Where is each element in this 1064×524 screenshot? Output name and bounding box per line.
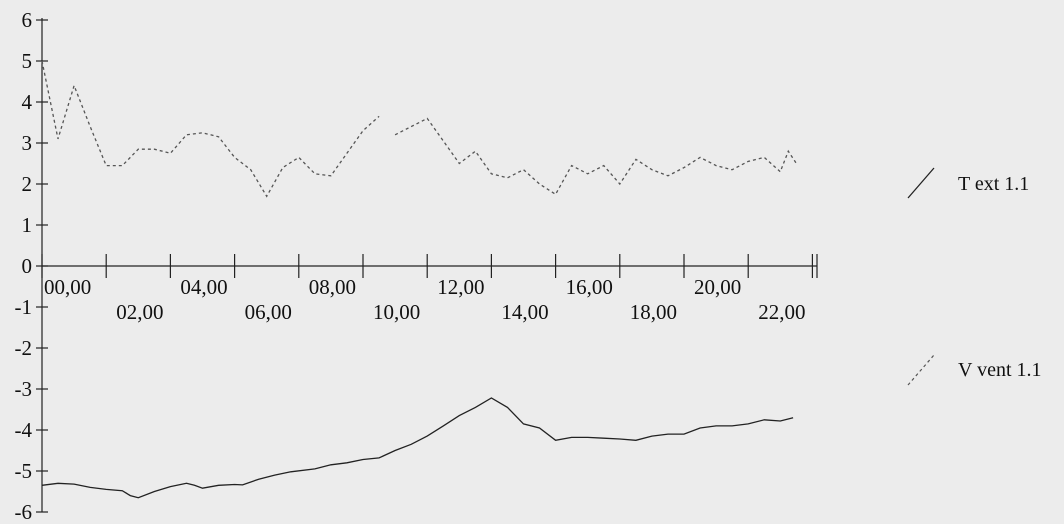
x-tick-label: 02,00 — [116, 300, 163, 324]
y-tick-label: -5 — [15, 459, 33, 483]
series-line-v-vent-1-1 — [394, 117, 797, 196]
y-tick-label: -6 — [15, 500, 33, 524]
y-tick-label: -2 — [15, 336, 33, 360]
series-line-v-vent-1-1 — [41, 60, 380, 198]
legend-label-v-vent: V vent 1.1 — [958, 359, 1042, 381]
x-tick-label: 20,00 — [694, 275, 741, 299]
series-layer — [41, 60, 797, 499]
y-axis: 6 5 4 3 2 1 0 -1 -2 -3 -4 -5 -6 — [15, 8, 48, 524]
legend-item-v-vent: V vent 1.1 — [907, 354, 1042, 386]
x-axis: 00,00 02,00 04,00 06,00 08,00 10,00 12,00 14,00… — [41, 254, 818, 324]
y-tick-label: 5 — [22, 49, 33, 73]
x-tick-label: 04,00 — [180, 275, 227, 299]
x-tick-label: 22,00 — [758, 300, 805, 324]
legend-swatch-v-vent — [907, 354, 935, 386]
y-tick-label: 3 — [22, 131, 33, 155]
y-tick-label: -3 — [15, 377, 33, 401]
x-tick-label: 10,00 — [373, 300, 420, 324]
x-tick-label: 00,00 — [44, 275, 91, 299]
y-axis-ticks: 6 5 4 3 2 1 0 -1 -2 -3 -4 -5 -6 — [15, 8, 48, 524]
y-tick-label: 1 — [22, 213, 33, 237]
x-tick-label: 12,00 — [437, 275, 484, 299]
x-axis-ticks: 00,00 02,00 04,00 06,00 08,00 10,00 12,00 14,00… — [41, 254, 818, 324]
x-tick-label: 08,00 — [309, 275, 356, 299]
x-tick-label: 18,00 — [630, 300, 677, 324]
x-tick-label: 06,00 — [245, 300, 292, 324]
y-tick-label: -1 — [15, 295, 33, 319]
legend-swatch-t-ext — [907, 167, 935, 199]
y-tick-label: 0 — [22, 254, 33, 278]
x-tick-label: 16,00 — [566, 275, 613, 299]
legend-item-t-ext: T ext 1.1 — [907, 167, 1029, 199]
x-tick-label: 14,00 — [501, 300, 548, 324]
series-line-t-ext-1-1 — [41, 397, 794, 499]
y-tick-label: 2 — [22, 172, 33, 196]
y-tick-label: 6 — [22, 8, 33, 32]
y-tick-label: 4 — [22, 90, 33, 114]
legend-label-t-ext: T ext 1.1 — [958, 173, 1029, 195]
y-tick-label: -4 — [15, 418, 33, 442]
legend: T ext 1.1 V vent 1.1 — [907, 167, 1042, 386]
